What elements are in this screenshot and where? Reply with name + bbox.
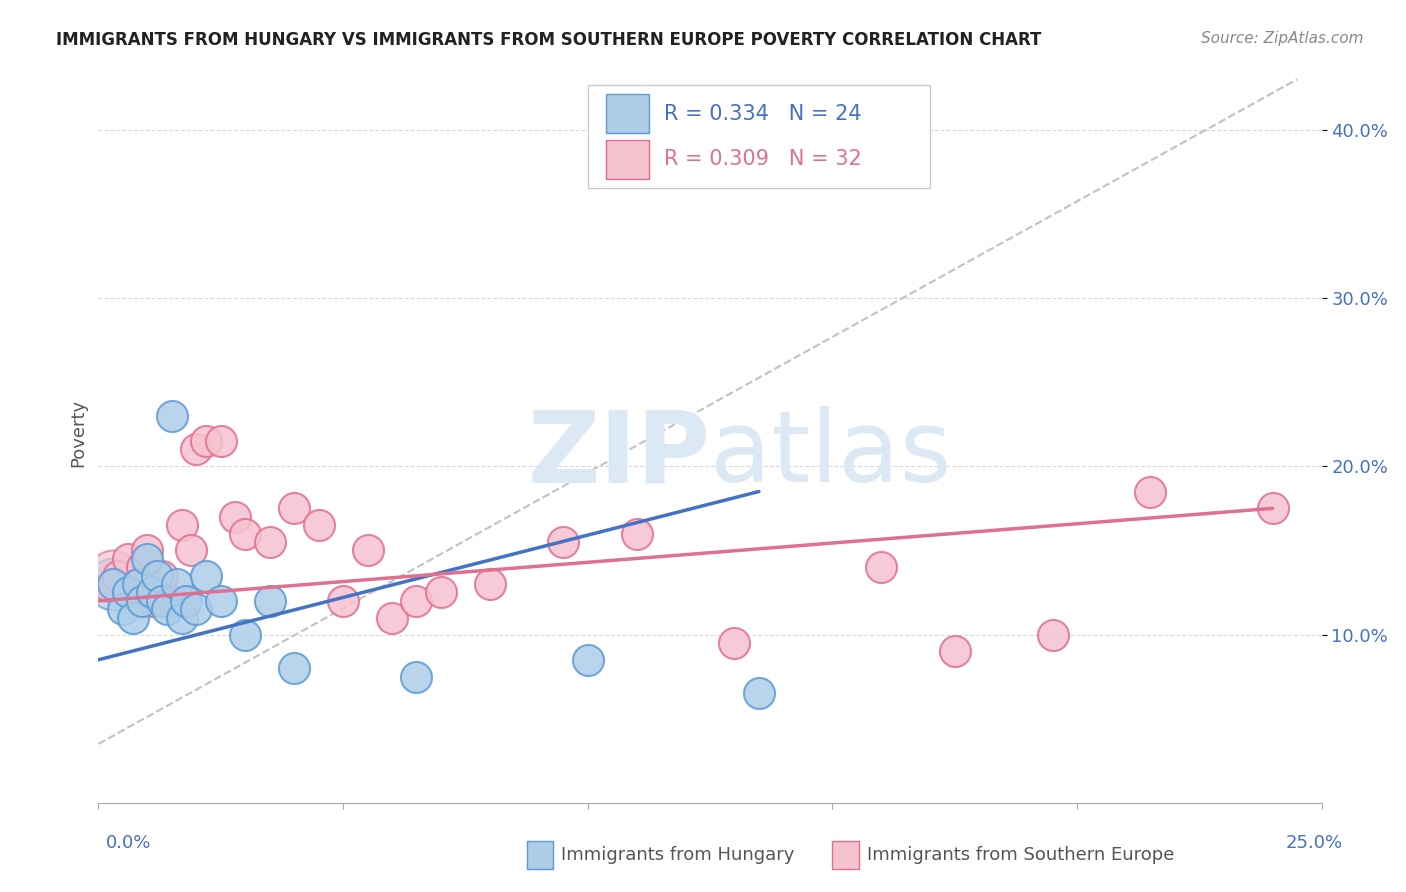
Point [150,594,173,608]
Point [723,636,745,650]
Bar [606,95,650,133]
FancyBboxPatch shape [588,85,931,188]
Point [283,661,305,675]
Point [308,518,330,533]
Bar [832,841,859,870]
Point [141,585,163,599]
Point [117,551,139,566]
Point [166,577,188,591]
Point [943,644,966,658]
Point [748,686,770,700]
Bar [606,140,650,178]
Point [1261,501,1284,516]
Point [224,509,246,524]
Point [209,434,232,448]
Text: Source: ZipAtlas.com: Source: ZipAtlas.com [1201,31,1364,46]
Point [259,535,281,549]
Point [170,518,193,533]
Point [160,409,183,423]
Point [127,577,149,591]
Text: atlas: atlas [710,407,952,503]
Text: IMMIGRANTS FROM HUNGARY VS IMMIGRANTS FROM SOUTHERN EUROPE POVERTY CORRELATION C: IMMIGRANTS FROM HUNGARY VS IMMIGRANTS FR… [56,31,1042,49]
Point [121,610,143,624]
Point [195,434,218,448]
Point [356,543,378,558]
Point [209,594,232,608]
Point [176,594,198,608]
Point [150,568,173,582]
Point [626,526,648,541]
Point [180,543,202,558]
Point [170,610,193,624]
Point [478,577,501,591]
Point [101,568,124,582]
Text: Immigrants from Southern Europe: Immigrants from Southern Europe [866,847,1174,864]
Point [131,560,153,574]
Point [576,653,599,667]
Point [101,577,124,591]
Point [430,585,453,599]
Point [259,594,281,608]
Point [870,560,893,574]
Point [127,577,149,591]
Text: R = 0.309   N = 32: R = 0.309 N = 32 [664,150,862,169]
Point [186,602,208,616]
Point [233,526,256,541]
Point [117,585,139,599]
Point [146,568,169,582]
Text: 25.0%: 25.0% [1285,834,1343,852]
Point [186,442,208,457]
Y-axis label: Poverty: Poverty [69,399,87,467]
Point [107,568,129,582]
Point [136,551,159,566]
Point [283,501,305,516]
Point [332,594,354,608]
Point [233,627,256,641]
Point [553,535,575,549]
Text: ZIP: ZIP [527,407,710,503]
Point [101,577,124,591]
Text: 0.0%: 0.0% [105,834,150,852]
Point [405,670,427,684]
Point [381,610,404,624]
Point [111,602,134,616]
Point [131,594,153,608]
Text: Immigrants from Hungary: Immigrants from Hungary [561,847,794,864]
Bar [526,841,554,870]
Text: R = 0.334   N = 24: R = 0.334 N = 24 [664,103,860,123]
Point [160,594,183,608]
Point [136,543,159,558]
Point [141,594,163,608]
Point [1042,627,1064,641]
Point [1139,484,1161,499]
Point [405,594,427,608]
Point [156,602,179,616]
Point [195,568,218,582]
